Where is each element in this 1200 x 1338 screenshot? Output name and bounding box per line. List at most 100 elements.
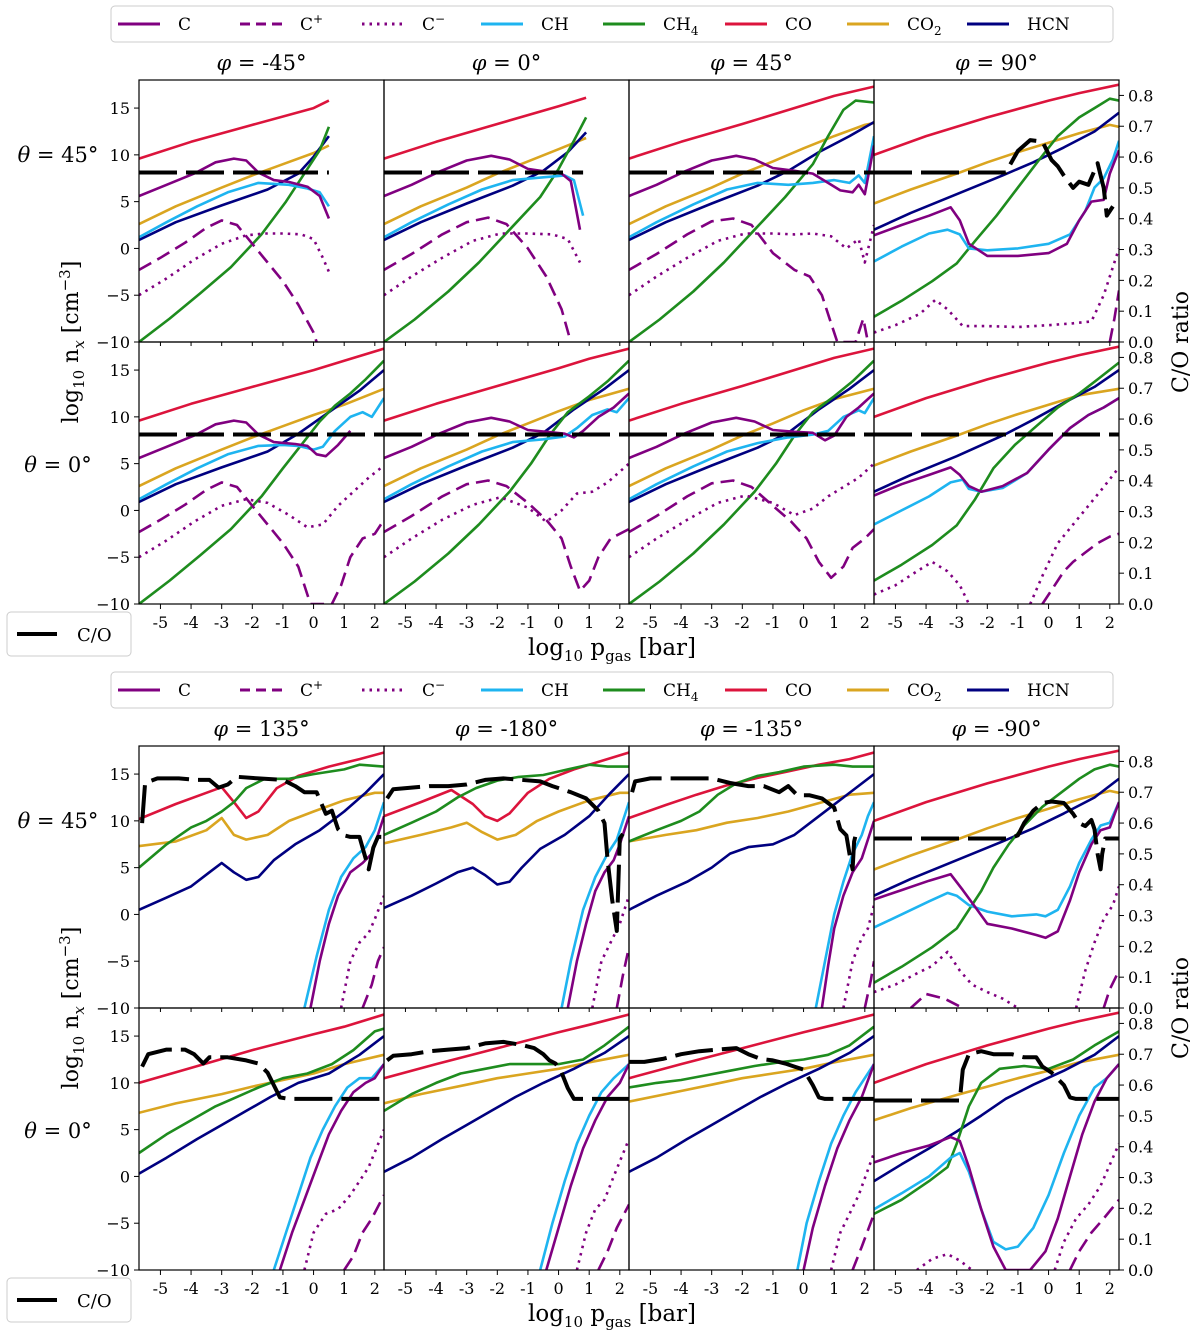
x-tick-label: -5	[643, 1279, 659, 1298]
x-tick-label: 1	[829, 1279, 839, 1298]
x-tick-label: 1	[1074, 1279, 1084, 1298]
panel-series	[629, 751, 874, 1008]
series-HCN	[874, 111, 1119, 231]
y2-tick-label: 0.4	[1128, 1138, 1153, 1157]
panel-1-1-0: -5 -4 -3 -2 -1 0 1 2 −10 −5 0 5 10 15	[96, 1007, 385, 1298]
legend-label-sub: 2	[934, 24, 942, 38]
col-title-1-3: φ = -90°	[952, 717, 1042, 741]
legend-label-sub: 2	[934, 690, 942, 704]
co-legend-1: C/O	[6, 1277, 132, 1323]
panel-series	[384, 347, 629, 604]
y-tick-label: 10	[110, 1074, 130, 1093]
legend-label-text: C	[300, 681, 313, 701]
panel-series	[874, 749, 1119, 1008]
x-tick-label: -2	[245, 613, 261, 632]
ylabel-unit: [cm	[59, 291, 84, 340]
y-tick-label: 15	[110, 765, 130, 784]
panel-frame	[873, 1007, 1120, 1271]
y2-tick-label: 0.5	[1128, 845, 1153, 864]
y2-tick-label: 0.6	[1128, 1076, 1153, 1095]
legend-label-text: C	[300, 15, 313, 35]
series-CH	[874, 1063, 1119, 1251]
series-C	[545, 1063, 629, 1270]
x-tick-label: -1	[1010, 1279, 1026, 1298]
legend-label-Cp: C+	[300, 678, 323, 701]
phi-value: = -135°	[715, 717, 804, 741]
legend-label-text: C	[178, 681, 191, 701]
panel-0-0-0: −10 −5 0 5 10 15	[96, 79, 385, 352]
series-CO	[629, 347, 874, 422]
y2-tick-label: 0.0	[1128, 999, 1153, 1018]
phi-symbol: φ	[710, 51, 725, 75]
x-tick-label: 2	[615, 613, 625, 632]
phi-value: = -90°	[966, 717, 1041, 741]
series-CO2	[384, 791, 629, 845]
legend-label-text: CO	[907, 15, 934, 35]
legend-label-CO: CO	[785, 681, 812, 701]
panel-series	[384, 1013, 629, 1270]
x-tick-label: 0	[798, 613, 808, 632]
series-CO	[629, 1013, 874, 1080]
series-HCN	[874, 1035, 1119, 1183]
series-Cm	[874, 560, 971, 604]
series-CH4	[874, 361, 1119, 582]
panel-1-0-3: 0.0 0.1 0.2 0.3 0.4 0.5 0.6 0.7 0.8	[873, 745, 1153, 1018]
panel-0-0-1	[383, 79, 630, 346]
x-tick-label: -4	[428, 613, 444, 632]
legend-label-text: CH	[541, 681, 569, 701]
series-Cm	[916, 1252, 973, 1270]
series-CH4	[139, 126, 331, 342]
ylabel-unit-sup: −3	[56, 269, 74, 291]
legend-label-sup: −	[435, 12, 445, 26]
series-CH	[814, 801, 874, 1008]
x-tick-label: -3	[704, 1279, 720, 1298]
xlabel-main: log	[528, 1301, 564, 1327]
series-HCN	[874, 369, 1119, 493]
panel-series	[384, 751, 629, 1008]
series-CO2	[629, 121, 874, 226]
ylabel-unit-end: ]	[59, 927, 84, 936]
theta-symbol: θ	[18, 143, 31, 167]
panel-series	[874, 83, 1119, 342]
series-CO-ratio	[629, 1046, 874, 1101]
ylabel-unit: [cm	[59, 957, 84, 1006]
theta-symbol: θ	[18, 809, 31, 833]
series-CH4	[384, 116, 588, 342]
co-legend-box	[6, 1277, 132, 1323]
x-tick-label: -4	[183, 613, 199, 632]
phi-symbol: φ	[455, 717, 470, 741]
panel-0-0-2	[628, 79, 875, 346]
series-CO	[874, 83, 1119, 157]
series-CO2	[384, 1053, 629, 1105]
legend-label-CH: CH	[541, 15, 569, 35]
phi-value: = 0°	[486, 51, 541, 75]
x-tick-label: -2	[980, 613, 996, 632]
series-Cm	[139, 232, 331, 297]
legend-label-HCN: HCN	[1027, 681, 1070, 701]
series-Cm	[829, 1152, 874, 1270]
row-label-0-0: θ = 45°	[18, 143, 99, 167]
y2-axis-label-0: C/O ratio	[1169, 291, 1194, 393]
series-HCN	[139, 135, 330, 242]
panel-series	[139, 347, 384, 604]
series-HCN	[139, 1035, 384, 1175]
series-C	[874, 1063, 1119, 1270]
panel-0-1-3: -5 -4 -3 -2 -1 0 1 2 0.0 0.1 0.2 0.3 0.4 0.5 0.6 0.7 0.8	[873, 341, 1153, 632]
series-CH	[139, 181, 330, 239]
series-CO-ratio	[874, 799, 1119, 872]
x-tick-label: -1	[275, 1279, 291, 1298]
x-tick-label: 2	[370, 1279, 380, 1298]
xlabel-main: log	[528, 635, 564, 661]
panel-frame	[383, 1007, 630, 1271]
x-tick-label: -4	[183, 1279, 199, 1298]
y2-tick-label: 0.4	[1128, 472, 1153, 491]
y2-tick-label: 0.0	[1128, 1261, 1153, 1280]
series-C	[874, 149, 1119, 258]
x-tick-label: -5	[153, 1279, 169, 1298]
y-tick-label: 5	[120, 455, 130, 474]
y2-tick-label: 0.1	[1128, 1230, 1153, 1249]
legend-label-CO2: CO2	[907, 15, 942, 38]
y-tick-label: −5	[106, 286, 130, 305]
y-tick-label: 0	[120, 1167, 130, 1186]
row-label-1-1: θ = 0°	[24, 1119, 91, 1143]
